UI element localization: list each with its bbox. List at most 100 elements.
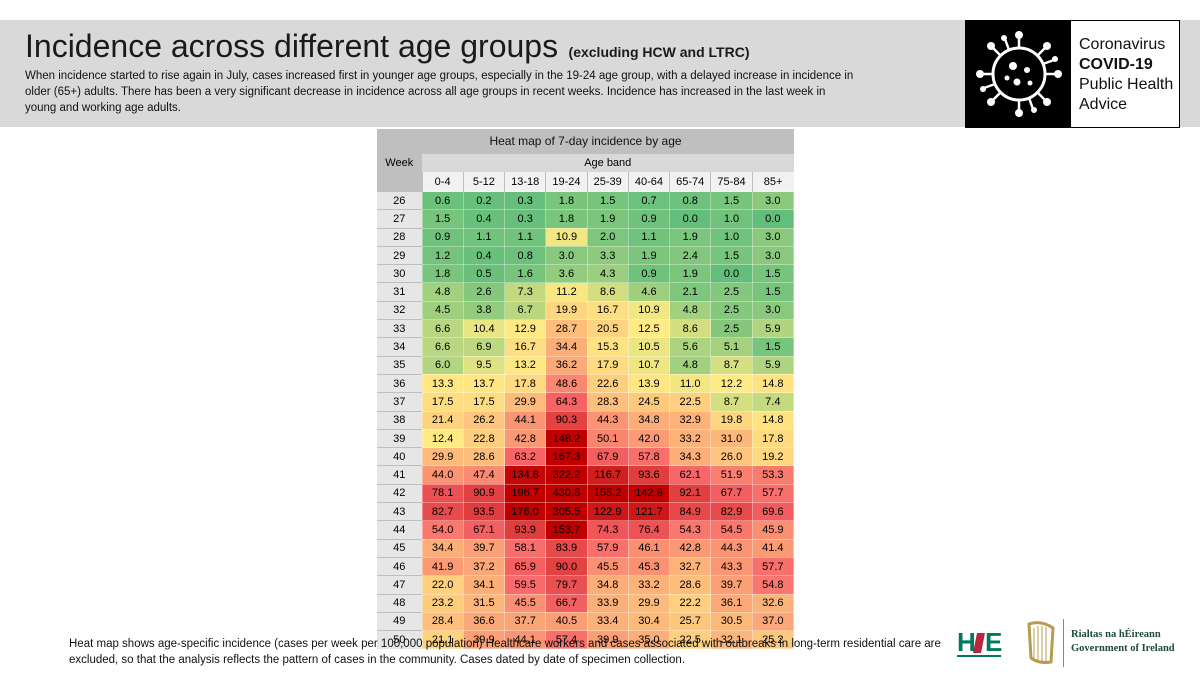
week-label: 45 — [377, 538, 422, 558]
heatmap-cell: 42.8 — [504, 428, 547, 449]
heatmap-cell: 29.9 — [627, 593, 671, 613]
heatmap-cell: 93.6 — [627, 465, 671, 485]
heatmap-cell: 322.2 — [545, 465, 588, 485]
heatmap-cell: 17.5 — [421, 392, 464, 412]
heatmap-cell: 6.0 — [421, 355, 464, 375]
heatmap-cell: 43.3 — [710, 556, 753, 577]
heatmap-cell: 37.2 — [462, 556, 506, 577]
heatmap-cell: 28.7 — [545, 319, 588, 339]
heatmap-row: 43 82.7 93.5 176.0 305.5 122.9 121.7 84.9 82.9 69… — [377, 502, 795, 522]
heatmap-cell: 45.5 — [504, 593, 547, 613]
heatmap-cell: 176.0 — [504, 502, 547, 522]
heatmap-cell: 42.0 — [627, 428, 671, 449]
heatmap-cell: 78.1 — [421, 483, 464, 504]
heatmap-table: Week Age band 0-4 5-12 13-18 19-24 25-39 40-6… — [377, 154, 795, 650]
heatmap-cell: 32.6 — [751, 593, 795, 613]
heatmap-cell: 8.7 — [710, 392, 753, 412]
heatmap-cell: 37.0 — [751, 611, 795, 632]
heatmap-cell: 2.0 — [586, 227, 629, 247]
heatmap-cell: 22.8 — [462, 428, 506, 449]
heatmap-cell: 148.2 — [545, 428, 588, 449]
page-title-note: (excluding HCW and LTRC) — [568, 44, 750, 60]
logo-divider — [1063, 619, 1064, 667]
heatmap-cell: 1.8 — [545, 190, 588, 211]
heatmap-cell: 25.7 — [669, 611, 712, 632]
heatmap-cell: 83.9 — [545, 538, 588, 558]
heatmap-cell: 23.2 — [421, 593, 464, 613]
heatmap-cell: 1.0 — [710, 209, 753, 229]
heatmap-cell: 63.2 — [504, 447, 547, 467]
heatmap-cell: 51.9 — [710, 465, 753, 485]
heatmap-cell: 153.7 — [545, 520, 588, 540]
heatmap-cell: 39.7 — [710, 575, 753, 595]
heatmap-row: 34 6.6 6.9 16.7 34.4 15.3 10.5 5.6 5.1 1.5 — [377, 337, 795, 357]
heatmap-cell: 4.5 — [421, 300, 464, 321]
week-header: Week — [377, 154, 422, 192]
gov-line-1: Rialtas na hÉireann — [1071, 629, 1161, 640]
heatmap-cell: 74.3 — [586, 520, 629, 540]
heatmap-cell: 54.0 — [421, 520, 464, 540]
age-band-label: 13-18 — [504, 172, 546, 192]
heatmap-cell: 134.8 — [504, 465, 547, 485]
heatmap-cell: 13.3 — [421, 373, 464, 394]
heatmap-cell: 59.5 — [504, 575, 547, 595]
week-label: 50 — [377, 630, 422, 649]
heatmap-row: 50 21.1 39.9 44.1 57.4 39.9 35.0 22.5 32.1 25.2 — [377, 630, 795, 650]
heatmap-cell: 10.7 — [627, 355, 671, 375]
heatmap: Heat map of 7-day incidence by age Week … — [377, 129, 795, 650]
age-band-label: 19-24 — [545, 172, 588, 192]
week-label: 44 — [377, 520, 422, 540]
heatmap-row: 31 4.8 2.6 7.3 11.2 8.6 4.6 2.1 2.5 1.5 — [377, 282, 795, 302]
heatmap-cell: 50.1 — [586, 428, 629, 449]
heatmap-cell: 25.2 — [751, 630, 795, 650]
heatmap-cell: 6.6 — [421, 337, 464, 357]
heatmap-row: 47 22.0 34.1 59.5 79.7 34.8 33.2 28.6 39.7 54.8 — [377, 575, 795, 595]
heatmap-cell: 3.0 — [751, 227, 795, 247]
age-band-label: 85+ — [751, 172, 794, 192]
heatmap-cell: 0.9 — [627, 264, 671, 284]
week-label: 47 — [377, 575, 422, 595]
heatmap-cell: 30.4 — [627, 611, 671, 632]
week-label: 41 — [377, 465, 422, 485]
heatmap-cell: 22.6 — [586, 373, 629, 394]
government-logo-text: Rialtas na hÉireann Government of Irelan… — [1071, 628, 1175, 656]
heatmap-cell: 1.5 — [751, 282, 795, 302]
heatmap-cell: 45.3 — [627, 556, 671, 577]
title-row: Incidence across different age groups (e… — [25, 28, 749, 65]
heatmap-cell: 116.7 — [586, 465, 629, 485]
heatmap-cell: 121.7 — [627, 502, 671, 522]
heatmap-cell: 14.8 — [751, 410, 795, 430]
heatmap-cell: 6.6 — [421, 319, 464, 339]
heatmap-cell: 64.3 — [545, 392, 588, 412]
heatmap-cell: 1.1 — [504, 227, 547, 247]
heatmap-cell: 34.8 — [586, 575, 629, 595]
heatmap-cell: 0.4 — [462, 209, 506, 229]
heatmap-row: 37 17.5 17.5 29.9 64.3 28.3 24.5 22.5 8.7 7.4 — [377, 392, 795, 412]
week-label: 49 — [377, 611, 422, 631]
heatmap-cell: 17.9 — [586, 355, 629, 375]
heatmap-cell: 22.2 — [669, 593, 712, 613]
heatmap-cell: 28.3 — [586, 392, 629, 412]
heatmap-cell: 0.6 — [421, 190, 464, 211]
heatmap-cell: 44.3 — [710, 538, 753, 558]
week-label: 39 — [377, 428, 422, 448]
heatmap-cell: 1.1 — [462, 227, 506, 247]
heatmap-cell: 1.9 — [669, 227, 712, 247]
heatmap-cell: 12.5 — [627, 319, 671, 339]
heatmap-cell: 19.2 — [751, 447, 795, 467]
heatmap-cell: 90.9 — [462, 483, 506, 504]
heatmap-cell: 82.9 — [710, 502, 753, 522]
heatmap-cell: 66.7 — [545, 593, 588, 613]
heatmap-cell: 17.8 — [504, 373, 547, 394]
heatmap-cell: 34.1 — [462, 575, 506, 595]
heatmap-cell: 0.0 — [751, 209, 795, 229]
heatmap-cell: 57.7 — [751, 483, 795, 504]
week-label: 40 — [377, 447, 422, 466]
heatmap-cell: 1.5 — [421, 209, 464, 229]
heatmap-cell: 4.3 — [586, 264, 629, 284]
heatmap-row: 40 29.9 28.6 63.2 167.3 67.9 57.8 34.3 26.0 19.2 — [377, 447, 795, 467]
heatmap-cell: 28.4 — [421, 611, 464, 632]
age-band-label: 0-4 — [421, 172, 464, 192]
heatmap-cell: 47.4 — [462, 465, 506, 485]
week-label: 38 — [377, 410, 422, 430]
